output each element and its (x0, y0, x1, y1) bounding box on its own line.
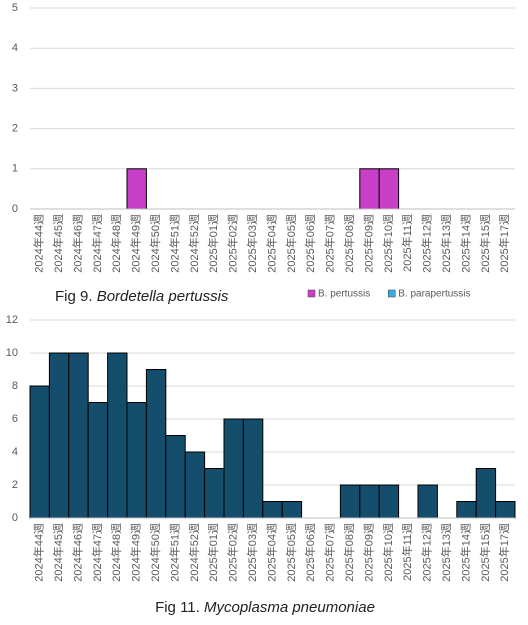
bar (359, 484, 380, 519)
bar (417, 484, 438, 519)
y-tick-label: 4 (12, 42, 18, 54)
x-tick-label: 2024年50週 (148, 523, 162, 582)
x-tick-label: 2024年51週 (167, 214, 181, 273)
y-tick-label: 8 (12, 380, 18, 392)
x-tick-label: 2025年17週 (497, 523, 511, 582)
bar (87, 402, 109, 519)
y-tick-label: 4 (12, 446, 18, 458)
x-tick-label: 2025年14週 (458, 214, 472, 273)
x-tick-label: 2025年15週 (478, 523, 492, 582)
x-tick-label: 2024年50週 (148, 214, 162, 273)
x-tick-label: 2024年48週 (109, 214, 123, 273)
bar (145, 369, 167, 519)
title-prefix: Fig 11. (155, 599, 200, 616)
title-species: Mycoplasma pneumoniae (204, 599, 375, 616)
x-tick-label: 2024年47週 (90, 523, 104, 582)
x-tick-label: 2025年15週 (478, 214, 492, 273)
y-tick-label: 2 (12, 479, 18, 491)
x-tick-label: 2025年04週 (264, 214, 278, 273)
x-tick-label: 2025年07週 (323, 214, 337, 273)
x-tick-label: 2025年01週 (206, 214, 220, 273)
bar (107, 352, 128, 519)
bar (204, 468, 225, 519)
x-tick-label: 2024年51週 (167, 523, 181, 582)
x-tick-label: 2025年11週 (400, 214, 414, 272)
x-tick-label: 2024年49週 (129, 214, 143, 273)
bar (262, 501, 283, 519)
bar (29, 385, 50, 519)
x-tick-label: 2025年08週 (342, 214, 356, 273)
x-tick-label: 2025年03週 (245, 523, 259, 582)
bar (165, 435, 186, 519)
x-tick-label: 2025年05週 (284, 523, 298, 582)
chart-title: Fig 9. Bordetella pertussis (55, 288, 229, 305)
x-tick-label: 2025年13週 (439, 214, 453, 273)
x-tick-label: 2024年44週 (32, 523, 46, 582)
x-tick-label: 2025年12週 (420, 523, 434, 582)
y-tick-label: 6 (12, 413, 18, 425)
bar (223, 418, 244, 519)
x-tick-label: 2025年04週 (264, 523, 278, 582)
x-tick-label: 2024年49週 (129, 523, 143, 582)
x-tick-label: 2025年02週 (226, 214, 240, 273)
bar (456, 501, 477, 519)
y-tick-label: 2 (12, 123, 18, 135)
x-tick-label: 2025年17週 (497, 214, 511, 273)
x-tick-label: 2025年11週 (400, 523, 414, 581)
x-tick-label: 2024年52週 (187, 214, 201, 273)
x-tick-label: 2025年14週 (458, 523, 472, 582)
x-tick-label: 2024年44週 (32, 214, 46, 273)
legend-label: B. pertussis (318, 289, 370, 300)
bar (378, 168, 400, 210)
title-prefix: Fig 9. (55, 288, 93, 305)
x-tick-label: 2024年52週 (187, 523, 201, 582)
y-tick-label: 12 (6, 314, 18, 326)
bar (495, 501, 516, 519)
x-tick-label: 2025年08週 (342, 523, 356, 582)
legend-label: B. parapertussis (398, 289, 470, 300)
x-tick-label: 2024年45週 (51, 523, 65, 582)
x-tick-label: 2025年12週 (420, 214, 434, 273)
y-tick-label: 3 (12, 82, 18, 94)
x-tick-label: 2024年47週 (90, 214, 104, 273)
bar (48, 352, 70, 519)
x-tick-label: 2025年05週 (284, 214, 298, 273)
y-tick-label: 0 (12, 203, 18, 215)
x-tick-label: 2025年03週 (245, 214, 259, 273)
x-tick-label: 2025年07週 (323, 523, 337, 582)
legend-swatch (307, 289, 316, 298)
bar (184, 451, 206, 519)
x-tick-label: 2024年48週 (109, 523, 123, 582)
bar (378, 484, 400, 519)
legend-swatch (388, 289, 396, 298)
y-tick-label: 0 (12, 512, 18, 524)
x-tick-label: 2024年46週 (70, 214, 84, 273)
bar (126, 402, 147, 519)
x-tick-label: 2024年46週 (70, 523, 84, 582)
x-tick-label: 2025年06週 (303, 214, 317, 273)
bar (281, 501, 303, 519)
x-tick-label: 2025年01週 (206, 523, 220, 582)
bar (359, 168, 380, 210)
bar (339, 484, 361, 519)
x-tick-label: 2025年09週 (361, 523, 375, 582)
bar (242, 418, 264, 519)
x-tick-label: 2024年45週 (51, 214, 65, 273)
title-species: Bordetella pertussis (97, 288, 229, 305)
bar (126, 168, 147, 210)
x-tick-label: 2025年06週 (303, 523, 317, 582)
bar (475, 468, 497, 519)
x-tick-label: 2025年10週 (381, 214, 395, 273)
x-tick-label: 2025年02週 (226, 523, 240, 582)
x-tick-label: 2025年13週 (439, 523, 453, 582)
y-tick-label: 1 (12, 163, 18, 175)
x-tick-label: 2025年09週 (361, 214, 375, 273)
bar (68, 352, 89, 519)
y-tick-label: 5 (12, 2, 18, 14)
chart-title: Fig 11. Mycoplasma pneumoniae (155, 599, 375, 616)
y-tick-label: 10 (6, 347, 18, 359)
x-tick-label: 2025年10週 (381, 523, 395, 582)
